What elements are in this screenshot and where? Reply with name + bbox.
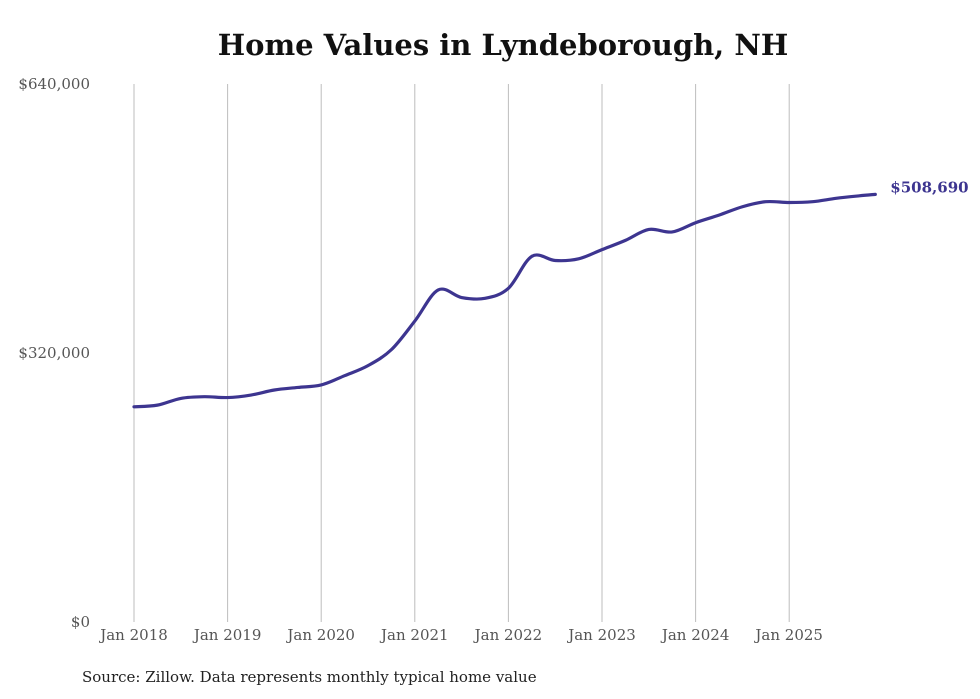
y-axis-labels: $0 $320,000 $640,000 bbox=[18, 75, 90, 631]
y-tick-label: $320,000 bbox=[18, 344, 90, 362]
x-tick-label: Jan 2019 bbox=[192, 626, 262, 644]
x-tick-label: Jan 2018 bbox=[98, 626, 168, 644]
y-tick-label: $640,000 bbox=[18, 75, 90, 93]
series-line bbox=[132, 192, 877, 409]
x-tick-label: Jan 2021 bbox=[379, 626, 449, 644]
x-tick-label: Jan 2022 bbox=[473, 626, 543, 644]
x-tick-label: Jan 2023 bbox=[566, 626, 636, 644]
x-tick-label: Jan 2020 bbox=[285, 626, 355, 644]
source-note: Source: Zillow. Data represents monthly … bbox=[82, 668, 537, 686]
chart-title: Home Values in Lyndeborough, NH bbox=[217, 28, 789, 62]
y-tick-label: $0 bbox=[71, 613, 90, 631]
gridlines bbox=[133, 84, 790, 622]
x-tick-label: Jan 2025 bbox=[753, 626, 823, 644]
x-axis-labels: Jan 2018 Jan 2019 Jan 2020 Jan 2021 Jan 2022… bbox=[98, 626, 823, 644]
x-tick-label: Jan 2024 bbox=[660, 626, 730, 644]
end-value-label: $508,690 bbox=[890, 178, 968, 196]
